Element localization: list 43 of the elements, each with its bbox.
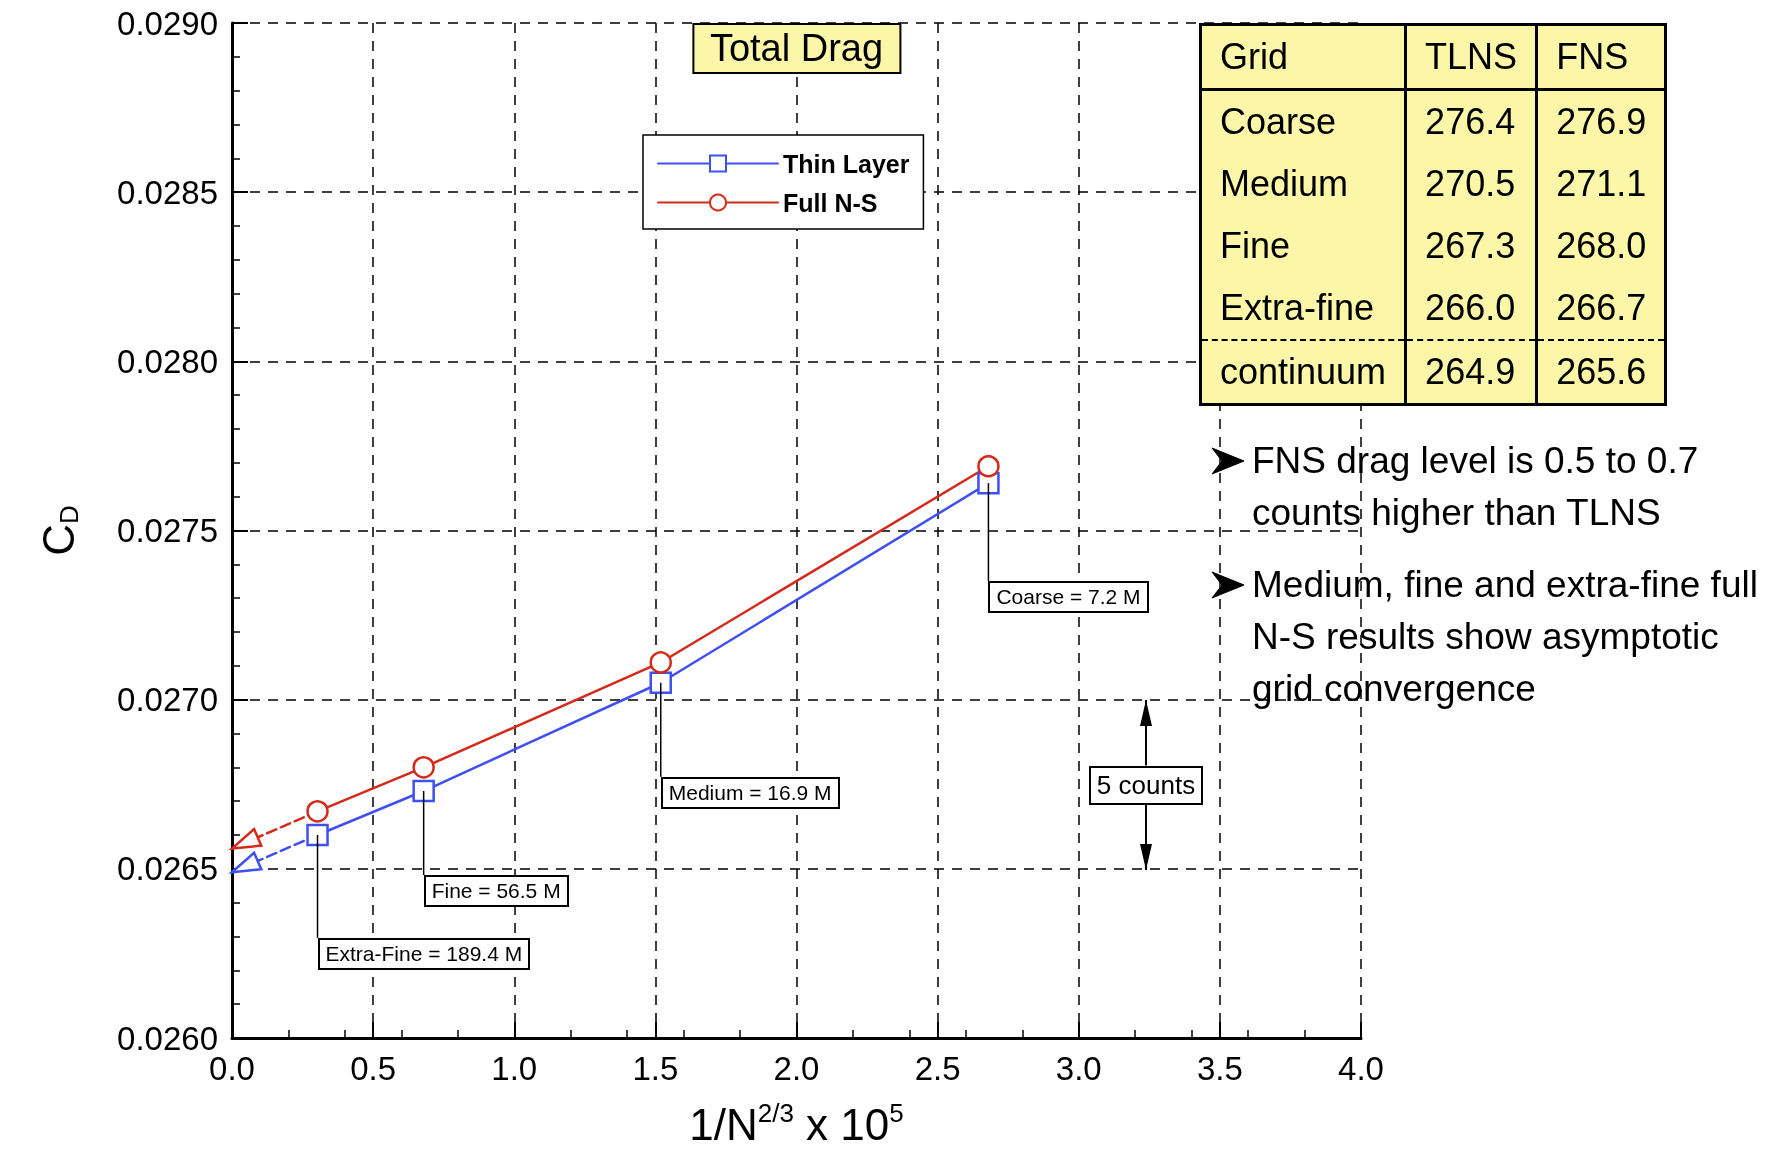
x-tick-label: 2.0 <box>773 1050 820 1087</box>
legend-label: Thin Layer <box>783 149 910 178</box>
text: 276.9 <box>1536 89 1666 153</box>
text: 271.1 <box>1536 153 1666 215</box>
text: 266.7 <box>1536 277 1666 340</box>
chart-title: Total Drag <box>691 23 902 74</box>
annotation: continuum <box>1200 340 1406 405</box>
x-tick-label: 2.5 <box>914 1050 961 1087</box>
text: 268.0 <box>1536 215 1666 277</box>
x-tick-label: 3.0 <box>1055 1050 1102 1087</box>
x-tick-label: 0.5 <box>350 1050 397 1087</box>
annotation: Medium = 16.9 M <box>660 776 840 809</box>
category-label: Grid <box>1200 24 1406 90</box>
y-tick-label: 0.0265 <box>117 850 218 888</box>
x-tick-label: 1.0 <box>491 1050 538 1087</box>
category-label: FNS <box>1536 24 1666 90</box>
annotation: 5 counts <box>1088 765 1204 805</box>
y-axis-title: CD <box>33 505 84 556</box>
text: 266.0 <box>1405 277 1537 340</box>
text: 267.3 <box>1405 215 1537 277</box>
legend-label: Full N-S <box>783 188 878 217</box>
annotation: Extra-fine <box>1200 277 1406 340</box>
y-tick-label: 0.0280 <box>117 342 218 380</box>
annotation: Fine <box>1200 215 1406 277</box>
y-tick-label: 0.0285 <box>117 173 218 211</box>
annotation: Coarse <box>1200 89 1406 153</box>
annotation: Medium <box>1200 153 1406 215</box>
annotation: Coarse = 7.2 M <box>988 581 1149 614</box>
text: 265.6 <box>1536 340 1666 405</box>
x-tick-label: 1.5 <box>632 1050 679 1087</box>
text: 270.5 <box>1405 153 1537 215</box>
text: 264.9 <box>1405 340 1537 405</box>
text: 276.4 <box>1405 89 1537 153</box>
y-tick-label: 0.0290 <box>117 4 218 42</box>
annotation: Fine = 56.5 M <box>423 875 569 908</box>
annotation: FNS drag level is 0.5 to 0.7 counts higher than TLNS <box>1251 439 1700 535</box>
category-label: TLNS <box>1405 24 1537 90</box>
y-tick-label: 0.0275 <box>117 512 218 549</box>
annotation: Extra-Fine = 189.4 M <box>317 938 531 970</box>
annotation: Medium, fine and extra-fine full N-S results show asymptotic grid convergence <box>1251 563 1759 711</box>
x-tick-label: 3.5 <box>1196 1050 1243 1087</box>
x-tick-label: 4.0 <box>1338 1050 1384 1087</box>
y-tick-label: 0.0270 <box>117 681 218 719</box>
